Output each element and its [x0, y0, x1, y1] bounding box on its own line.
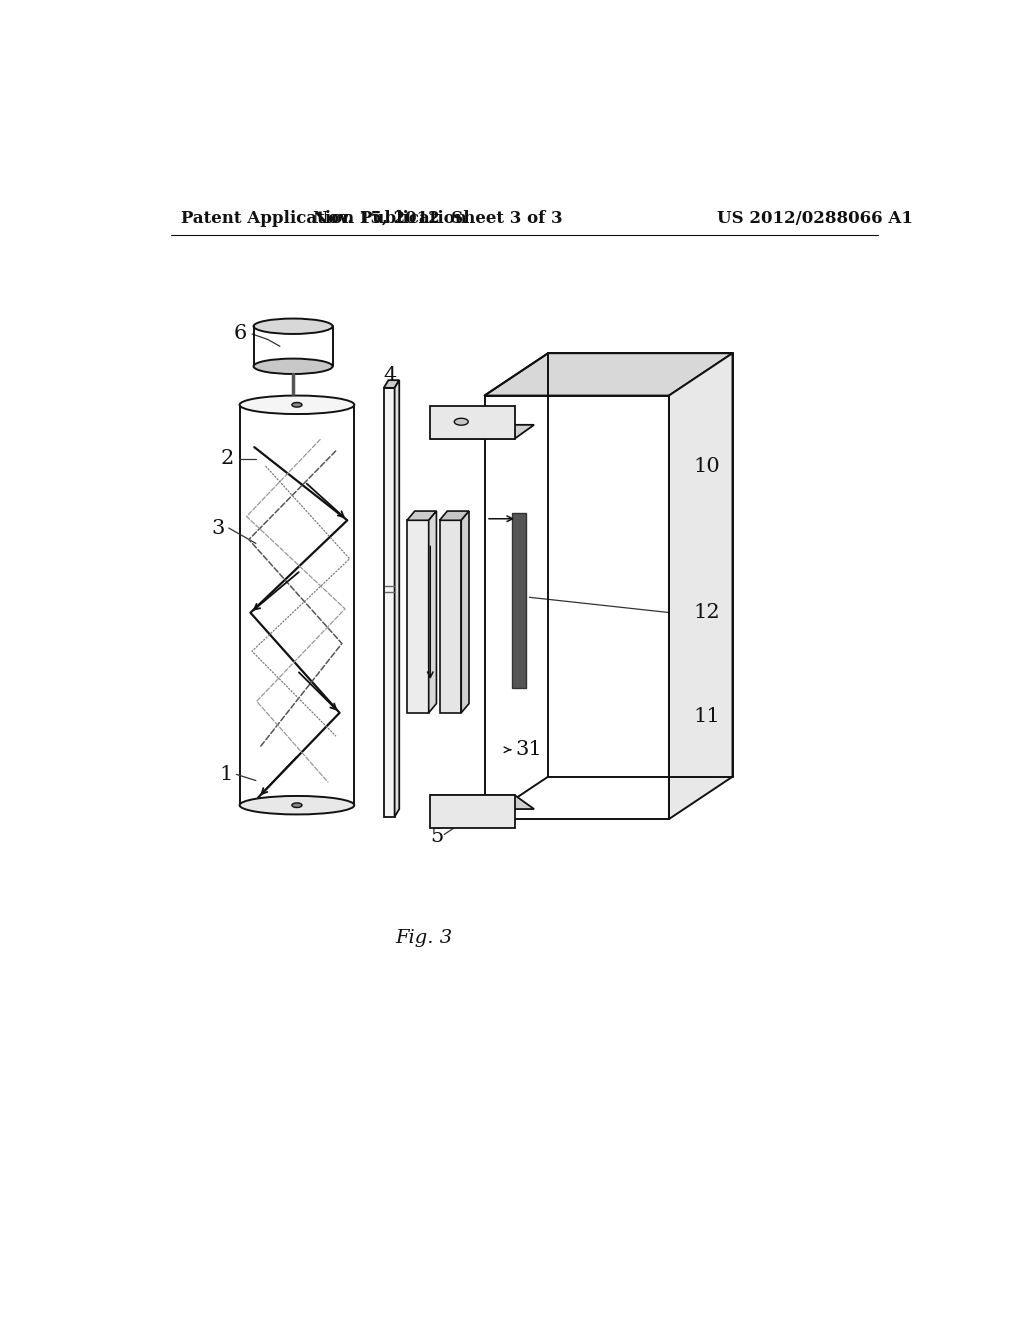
Text: 12: 12 — [693, 603, 720, 622]
Polygon shape — [430, 425, 535, 438]
Polygon shape — [512, 512, 525, 688]
Polygon shape — [384, 380, 399, 388]
Polygon shape — [430, 407, 515, 438]
Ellipse shape — [254, 359, 333, 374]
Ellipse shape — [455, 418, 468, 425]
Ellipse shape — [254, 318, 333, 334]
Polygon shape — [384, 388, 394, 817]
Text: 4: 4 — [384, 366, 397, 385]
Polygon shape — [430, 795, 515, 828]
Polygon shape — [669, 354, 732, 818]
Text: 11: 11 — [693, 708, 721, 726]
Text: 3: 3 — [212, 519, 225, 537]
Text: 10: 10 — [693, 457, 721, 477]
Polygon shape — [461, 511, 469, 713]
Polygon shape — [394, 380, 399, 817]
Text: Patent Application Publication: Patent Application Publication — [180, 210, 467, 227]
Text: US 2012/0288066 A1: US 2012/0288066 A1 — [717, 210, 912, 227]
Text: 2: 2 — [221, 449, 234, 469]
Polygon shape — [407, 520, 429, 713]
Polygon shape — [439, 520, 461, 713]
Text: 31: 31 — [515, 741, 543, 759]
Polygon shape — [407, 511, 436, 520]
Polygon shape — [484, 354, 732, 396]
Ellipse shape — [240, 396, 354, 414]
Text: Nov. 15, 2012  Sheet 3 of 3: Nov. 15, 2012 Sheet 3 of 3 — [313, 210, 563, 227]
Text: 5: 5 — [430, 826, 443, 846]
Polygon shape — [439, 511, 469, 520]
Ellipse shape — [240, 796, 354, 814]
Text: 1: 1 — [219, 764, 232, 784]
Text: 6: 6 — [233, 325, 247, 343]
Polygon shape — [429, 511, 436, 713]
Polygon shape — [430, 795, 535, 809]
Text: Fig. 3: Fig. 3 — [395, 929, 453, 946]
Ellipse shape — [292, 403, 302, 407]
Ellipse shape — [292, 803, 302, 808]
